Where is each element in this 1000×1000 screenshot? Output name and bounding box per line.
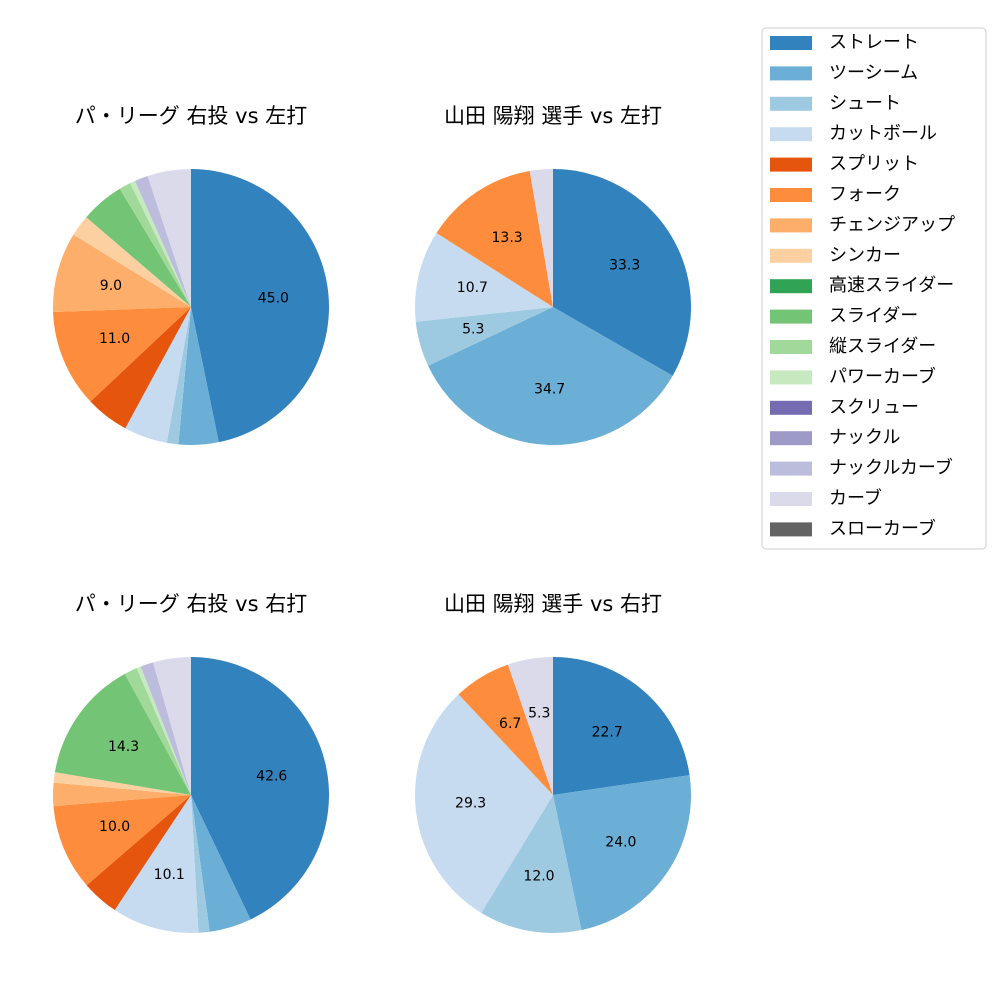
- legend-swatch: [770, 400, 812, 415]
- legend-swatch: [770, 127, 812, 142]
- legend-label: チェンジアップ: [829, 214, 955, 235]
- legend-label: スクリュー: [829, 397, 919, 418]
- data-label: 33.3: [609, 258, 640, 274]
- pie-slice: [53, 782, 191, 807]
- data-label: 12.0: [523, 869, 554, 885]
- legend-label: ツーシーム: [829, 62, 918, 83]
- pie-slice: [415, 233, 553, 322]
- legend-label: スローカーブ: [829, 517, 936, 539]
- pie-slice: [86, 795, 191, 911]
- legend-label: カットボール: [829, 123, 937, 144]
- pie-slice: [553, 775, 692, 931]
- pie-slice: [125, 307, 191, 443]
- pie-slice: [553, 657, 690, 795]
- pie-slice: [153, 657, 191, 795]
- legend-label: フォーク: [829, 184, 901, 205]
- pie-slice: [119, 183, 191, 307]
- data-label: 10.1: [154, 867, 185, 883]
- legend-swatch: [770, 492, 812, 506]
- pie-slice: [53, 234, 192, 312]
- data-label: 5.3: [528, 705, 550, 721]
- chart-title: 山田 陽翔 選手 vs 右打: [444, 592, 662, 616]
- data-label: 11.0: [99, 331, 130, 347]
- data-label: 10.7: [457, 280, 488, 296]
- pie-slice: [134, 176, 191, 307]
- pie-slice: [481, 795, 582, 934]
- pie-slice: [436, 170, 553, 307]
- legend-swatch: [770, 96, 812, 111]
- chart-title: 山田 陽翔 選手 vs 左打: [444, 104, 662, 128]
- legend-label: ストレート: [829, 32, 919, 53]
- pie-slice: [507, 657, 553, 795]
- legend-swatch: [770, 309, 812, 324]
- legend-label: ナックルカーブ: [829, 457, 953, 479]
- pie-slice: [86, 188, 191, 307]
- data-label: 42.6: [256, 769, 287, 785]
- legend-label: パワーカーブ: [829, 365, 936, 387]
- pie-slice: [73, 217, 191, 307]
- pie-slice: [178, 307, 219, 445]
- pie-slice: [90, 307, 191, 429]
- legend-swatch: [770, 522, 812, 537]
- legend-swatch: [770, 188, 812, 202]
- pie-slice: [529, 169, 553, 307]
- pie-slice: [428, 307, 673, 445]
- data-label: 34.7: [534, 382, 565, 398]
- pie-slice: [191, 795, 210, 933]
- data-label: 22.7: [592, 724, 623, 740]
- pie-slice: [191, 657, 329, 920]
- legend-label: 高速スライダー: [829, 275, 954, 296]
- pie-slice: [415, 307, 553, 366]
- data-label: 5.3: [462, 321, 484, 337]
- pie-slice: [53, 307, 191, 402]
- pie-slice: [53, 795, 191, 886]
- legend-label: スライダー: [829, 306, 918, 327]
- data-label: 14.3: [108, 739, 139, 755]
- pie-slice: [53, 772, 191, 795]
- data-label: 6.7: [499, 716, 521, 732]
- legend-swatch: [770, 370, 812, 385]
- pie-slice: [191, 795, 251, 932]
- pie-slice: [166, 307, 191, 445]
- legend-swatch: [770, 36, 812, 50]
- legend-label: ナックル: [829, 427, 900, 448]
- pie-slice: [458, 664, 553, 795]
- data-label: 24.0: [605, 834, 636, 850]
- legend-label: スプリット: [829, 154, 919, 175]
- data-label: 13.3: [492, 230, 523, 246]
- pie-slice: [114, 795, 199, 933]
- legend-box: [761, 27, 987, 550]
- legend-swatch: [770, 279, 812, 294]
- pie-slice: [147, 169, 191, 307]
- legend-label: シンカー: [829, 245, 901, 266]
- pie-slice: [124, 668, 191, 795]
- legend-label: カーブ: [829, 487, 882, 509]
- pie-slice: [130, 180, 191, 307]
- legend-swatch: [770, 218, 812, 233]
- pie-slice: [54, 673, 191, 795]
- pie-slice: [191, 169, 329, 443]
- pie-slice: [136, 666, 191, 795]
- data-label: 10.0: [99, 819, 130, 835]
- legend-swatch: [770, 461, 812, 476]
- data-label: 45.0: [258, 291, 289, 307]
- pie-slice: [553, 169, 691, 376]
- legend-swatch: [770, 66, 812, 81]
- legend-swatch: [770, 248, 812, 263]
- data-label: 29.3: [455, 796, 486, 812]
- data-label: 9.0: [100, 278, 122, 294]
- pie-slice: [140, 662, 191, 795]
- legend-label: 縦スライダー: [829, 336, 936, 357]
- chart-title: パ・リーグ 右投 vs 左打: [75, 104, 307, 128]
- legend-swatch: [770, 431, 812, 446]
- pie-slice: [415, 694, 553, 913]
- legend-swatch: [770, 340, 812, 354]
- chart-title: パ・リーグ 右投 vs 右打: [75, 592, 307, 616]
- legend-swatch: [770, 157, 812, 172]
- legend-label: シュート: [829, 93, 901, 114]
